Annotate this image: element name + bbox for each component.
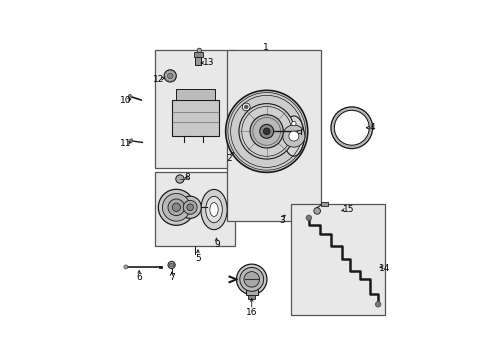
- Text: 9: 9: [213, 240, 219, 249]
- Circle shape: [313, 208, 320, 214]
- Circle shape: [172, 203, 180, 211]
- Circle shape: [168, 261, 175, 269]
- Text: 12: 12: [153, 75, 164, 84]
- Text: 4: 4: [369, 123, 375, 132]
- Bar: [195, 57, 201, 65]
- Text: 15: 15: [343, 205, 354, 214]
- Circle shape: [282, 125, 305, 147]
- Circle shape: [186, 204, 193, 211]
- Circle shape: [330, 107, 372, 149]
- Ellipse shape: [209, 203, 218, 216]
- Circle shape: [175, 175, 183, 183]
- Circle shape: [168, 199, 184, 216]
- Circle shape: [239, 104, 294, 159]
- Text: 13: 13: [203, 58, 214, 67]
- Circle shape: [179, 196, 201, 219]
- Text: 10: 10: [120, 95, 131, 104]
- Circle shape: [242, 103, 249, 111]
- Circle shape: [225, 90, 307, 172]
- Circle shape: [239, 267, 263, 291]
- Ellipse shape: [283, 116, 304, 156]
- Circle shape: [123, 265, 127, 269]
- Bar: [226, 50, 321, 221]
- Bar: [245, 289, 257, 296]
- Circle shape: [375, 302, 380, 307]
- Circle shape: [244, 271, 259, 287]
- Bar: [193, 51, 202, 57]
- Circle shape: [291, 121, 295, 126]
- Bar: [155, 172, 235, 246]
- Bar: [290, 204, 384, 315]
- Circle shape: [249, 115, 283, 148]
- Circle shape: [288, 131, 298, 141]
- Circle shape: [128, 94, 132, 98]
- Text: 14: 14: [379, 264, 390, 273]
- Circle shape: [162, 193, 190, 221]
- Bar: [175, 89, 214, 100]
- Ellipse shape: [205, 196, 222, 223]
- Bar: [155, 50, 235, 168]
- Text: 3: 3: [279, 216, 284, 225]
- Circle shape: [183, 201, 197, 214]
- Ellipse shape: [201, 189, 227, 230]
- Circle shape: [236, 264, 266, 294]
- Circle shape: [259, 125, 273, 138]
- Text: 11: 11: [120, 139, 131, 148]
- Bar: [248, 295, 255, 299]
- Text: 6: 6: [136, 273, 142, 282]
- Circle shape: [197, 48, 201, 53]
- Circle shape: [263, 128, 269, 135]
- Text: 5: 5: [195, 253, 201, 262]
- Text: 2: 2: [226, 154, 231, 163]
- Text: 7: 7: [168, 273, 174, 282]
- Circle shape: [164, 70, 176, 82]
- Text: 8: 8: [183, 173, 189, 182]
- Text: 16: 16: [246, 308, 257, 317]
- Bar: [321, 202, 327, 206]
- Circle shape: [169, 263, 173, 267]
- Bar: [171, 100, 218, 136]
- Circle shape: [305, 215, 311, 221]
- Circle shape: [129, 139, 132, 143]
- Text: 1: 1: [263, 43, 268, 52]
- Circle shape: [334, 110, 368, 145]
- Circle shape: [158, 189, 194, 225]
- Circle shape: [167, 73, 173, 79]
- Circle shape: [244, 105, 247, 109]
